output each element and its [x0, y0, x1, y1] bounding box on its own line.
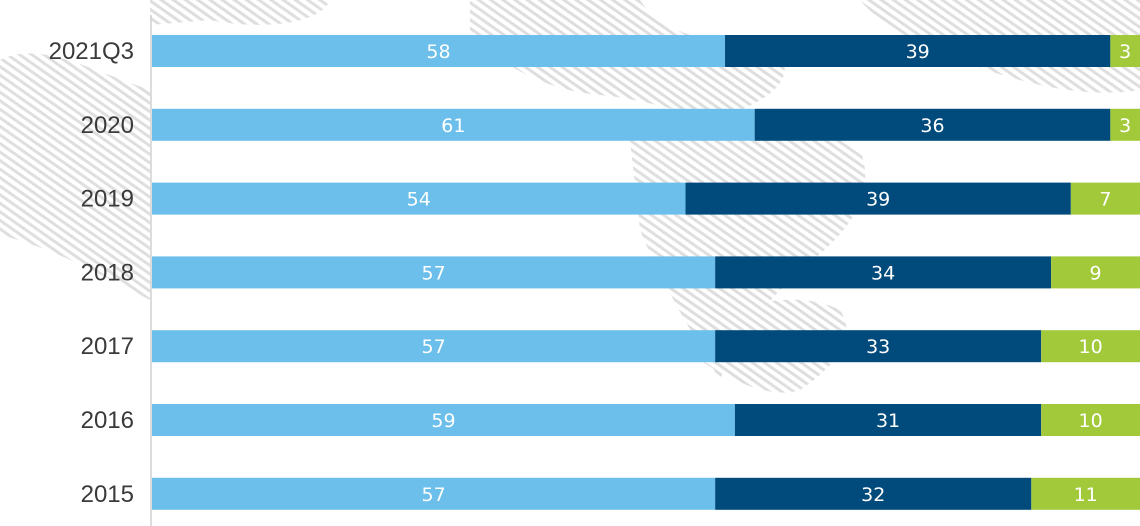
data-label: 9 [1089, 262, 1101, 284]
data-label: 3 [1119, 115, 1131, 137]
data-label: 7 [1099, 189, 1111, 211]
data-label: 39 [906, 41, 930, 63]
map-landmass-west [0, 53, 150, 300]
category-label: 2021Q3 [49, 38, 134, 65]
bar-segment [152, 404, 735, 436]
data-label: 59 [431, 410, 455, 432]
data-label: 61 [441, 115, 465, 137]
bar-segment [152, 330, 716, 363]
data-label: 33 [866, 336, 890, 358]
category-label: 2017 [81, 333, 134, 360]
category-label: 2020 [81, 112, 134, 139]
category-label: 2016 [81, 407, 134, 434]
data-label: 57 [421, 262, 445, 284]
bar-segment [715, 256, 1052, 289]
bars-layer [152, 35, 1140, 510]
bar-segment [152, 477, 716, 510]
bar-segment [725, 35, 1111, 67]
bar-segment [1041, 404, 1140, 436]
category-label: 2018 [81, 259, 134, 286]
data-label: 10 [1079, 410, 1103, 432]
bar-segment [685, 182, 1071, 215]
bar-segment [754, 108, 1111, 141]
data-label: 58 [426, 41, 450, 63]
bar-segment [715, 330, 1042, 363]
category-label: 2019 [81, 186, 134, 213]
category-label: 2015 [81, 481, 134, 508]
bar-segment [1110, 108, 1140, 141]
data-label: 54 [407, 189, 431, 211]
bar-segment [1031, 477, 1140, 510]
data-label: 39 [866, 189, 890, 211]
data-label: 31 [876, 410, 900, 432]
bar-segment [1051, 256, 1140, 289]
bar-segment [1041, 330, 1140, 363]
data-label: 36 [920, 115, 944, 137]
labels-layer: 2021Q3 58 39 3 2020 61 36 3 2019 54 39 7 2018 57 34 9 20… [49, 38, 1132, 508]
bar-segment [152, 108, 755, 141]
data-label: 3 [1119, 41, 1131, 63]
bar-segment [152, 35, 726, 67]
bar-segment [152, 182, 686, 215]
data-label: 34 [871, 262, 895, 284]
map-landmass-north [150, 0, 330, 25]
bar-segment [1070, 182, 1140, 215]
data-label: 32 [861, 484, 885, 506]
data-label: 57 [421, 336, 445, 358]
data-label: 57 [421, 484, 445, 506]
data-label: 10 [1079, 336, 1103, 358]
bar-segment [734, 404, 1042, 436]
bar-segment [715, 477, 1032, 510]
bar-segment [1110, 35, 1140, 67]
data-label: 11 [1074, 484, 1098, 506]
bar-segment [152, 256, 716, 289]
